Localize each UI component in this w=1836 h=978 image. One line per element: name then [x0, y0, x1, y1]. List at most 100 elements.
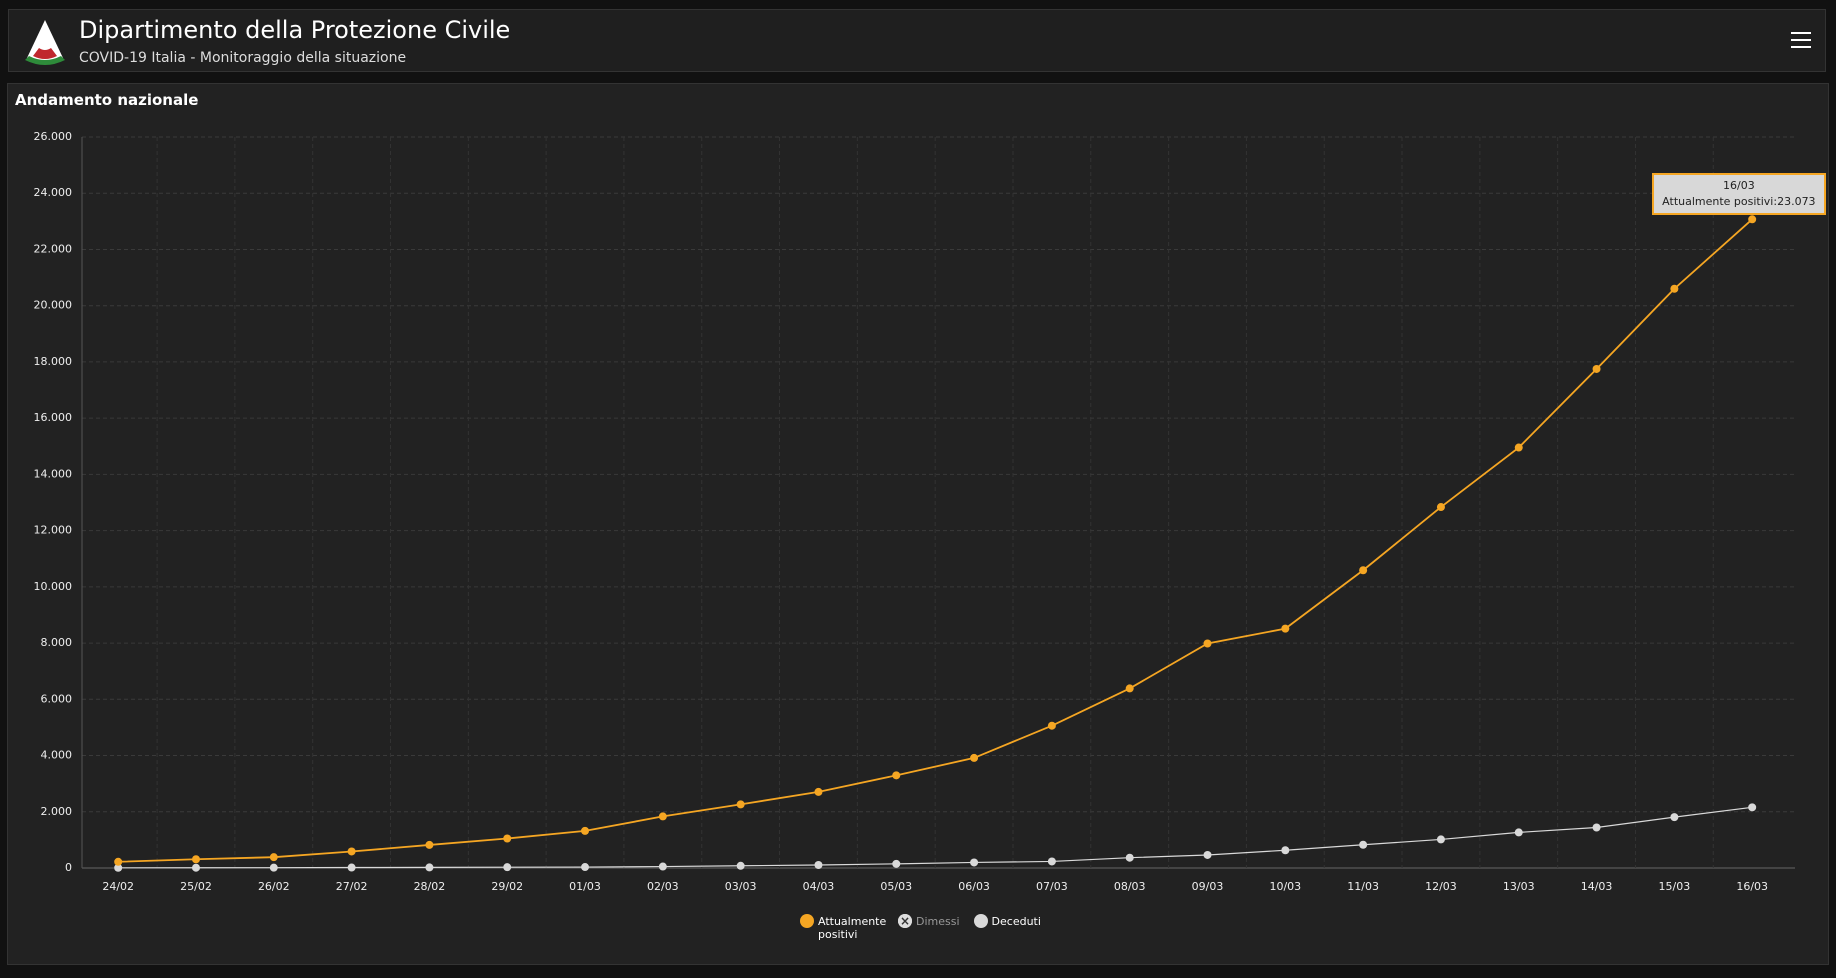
legend-item[interactable]: × Dimessi	[898, 914, 960, 941]
data-point	[114, 863, 123, 872]
app-subtitle: COVID-19 Italia - Monitoraggio della sit…	[79, 50, 407, 66]
data-point	[1125, 853, 1134, 862]
data-point	[1436, 503, 1445, 512]
x-tick-label: 11/03	[1347, 880, 1379, 893]
y-tick-label: 12.000	[34, 524, 73, 537]
data-point	[1670, 813, 1679, 822]
data-point	[736, 800, 745, 809]
tooltip: 16/03 Attualmente positivi:23.073	[1652, 173, 1826, 216]
data-point	[269, 853, 278, 862]
data-point	[736, 861, 745, 870]
data-point	[581, 863, 590, 872]
legend: Attualmente positivi × Dimessi Deceduti	[800, 914, 1041, 941]
data-point	[503, 834, 512, 843]
data-point	[1203, 850, 1212, 859]
y-tick-label: 20.000	[34, 299, 73, 312]
x-tick-label: 13/03	[1503, 880, 1535, 893]
y-tick-label: 16.000	[34, 411, 73, 424]
x-tick-label: 06/03	[958, 880, 990, 893]
data-point	[970, 858, 979, 867]
x-tick-label: 09/03	[1192, 880, 1224, 893]
x-tick-label: 15/03	[1659, 880, 1691, 893]
data-point	[814, 787, 823, 796]
data-point	[1281, 846, 1290, 855]
x-tick-label: 02/03	[647, 880, 679, 893]
x-tick-label: 16/03	[1736, 880, 1768, 893]
menu-button[interactable]	[1791, 32, 1811, 50]
y-tick-label: 22.000	[34, 242, 73, 255]
data-point	[1203, 639, 1212, 648]
data-point	[1592, 823, 1601, 832]
tooltip-text: Attualmente positivi:23.073	[1662, 195, 1816, 209]
x-tick-label: 29/02	[491, 880, 523, 893]
data-point	[658, 812, 667, 821]
legend-swatch	[973, 914, 988, 928]
logo	[25, 20, 65, 65]
x-tick-label: 27/02	[336, 880, 368, 893]
x-tick-label: 03/03	[725, 880, 757, 893]
data-point	[1748, 803, 1757, 812]
data-point	[1281, 624, 1290, 633]
y-tick-label: 10.000	[34, 580, 73, 593]
x-tick-label: 28/02	[414, 880, 446, 893]
y-tick-label: 24.000	[34, 186, 73, 199]
data-point	[814, 860, 823, 869]
data-point	[1514, 828, 1523, 837]
y-tick-label: 14.000	[34, 467, 73, 480]
data-point	[1748, 215, 1757, 224]
chart: 0 2.000 4.000 6.000 8.000 10.000 12.000 14.000 1…	[34, 130, 1795, 893]
x-tick-label: 08/03	[1114, 880, 1146, 893]
x-tick-label: 25/02	[180, 880, 212, 893]
legend-item[interactable]: Attualmente positivi	[800, 914, 887, 941]
legend-label: Dimessi	[916, 915, 960, 928]
legend-swatch	[800, 914, 814, 928]
series-line	[118, 218, 1753, 863]
data-point	[1047, 857, 1056, 866]
legend-item[interactable]: Deceduti	[973, 914, 1041, 941]
tooltip-title: 16/03	[1723, 179, 1755, 193]
data-point	[581, 826, 590, 835]
x-tick-label: 04/03	[803, 880, 835, 893]
data-point	[269, 863, 278, 872]
x-tick-label: 12/03	[1425, 880, 1457, 893]
x-tick-label: 14/03	[1581, 880, 1613, 893]
y-tick-label: 26.000	[34, 130, 73, 143]
y-tick-label: 8.000	[41, 636, 73, 649]
legend-swatch: ×	[898, 914, 912, 928]
data-point	[114, 857, 123, 866]
panel-title: Andamento nazionale	[15, 91, 199, 109]
data-point	[347, 863, 356, 872]
y-tick-label: 4.000	[41, 749, 73, 762]
data-point	[1670, 284, 1679, 293]
data-point	[892, 771, 901, 780]
x-tick-label: 05/03	[880, 880, 912, 893]
x-tick-label: 10/03	[1269, 880, 1301, 893]
x-tick-label: 07/03	[1036, 880, 1068, 893]
data-point	[1436, 835, 1445, 844]
legend-label: Attualmente positivi	[818, 915, 887, 941]
y-tick-label: 2.000	[41, 805, 73, 818]
y-tick-label: 0	[65, 861, 72, 874]
data-point	[1592, 364, 1601, 373]
series-line	[118, 806, 1753, 869]
x-tick-label: 01/03	[569, 880, 601, 893]
data-point	[425, 863, 434, 872]
data-point	[191, 855, 200, 864]
legend-label: Deceduti	[991, 915, 1041, 928]
x-tick-label: 24/02	[102, 880, 134, 893]
data-point	[425, 840, 434, 849]
chart-panel: Andamento nazionale 0 2.000 4.000 6.000 8.00…	[7, 83, 1829, 965]
data-point	[347, 847, 356, 856]
data-point	[1359, 840, 1368, 849]
data-point	[1514, 443, 1523, 452]
data-point	[658, 862, 667, 871]
data-point	[892, 859, 901, 868]
data-point	[1125, 684, 1134, 693]
data-point	[191, 863, 200, 872]
header: Dipartimento della Protezione Civile COV…	[8, 9, 1826, 72]
data-point	[1047, 721, 1056, 730]
y-tick-label: 18.000	[34, 355, 73, 368]
data-point	[970, 753, 979, 762]
data-point	[1359, 566, 1368, 575]
